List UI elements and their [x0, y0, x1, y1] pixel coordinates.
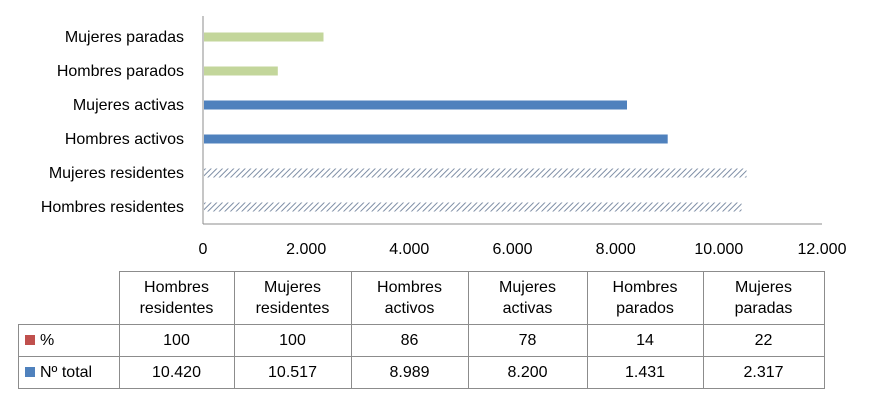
legend-key-total	[25, 367, 35, 378]
table-cell: 100	[118, 324, 235, 357]
header-line: parados	[616, 300, 674, 317]
category-label: Mujeres activas	[73, 97, 184, 114]
bar-chart: Hombres residentes Mujeres residentes Homb…	[41, 16, 847, 258]
bar	[204, 66, 278, 76]
category-label: Hombres activos	[65, 131, 184, 148]
table-cell: 100	[233, 324, 352, 357]
category-label: Mujeres residentes	[49, 165, 184, 182]
bar	[204, 100, 627, 110]
x-tick-label: 6.000	[492, 241, 532, 258]
header-line: activos	[384, 300, 435, 317]
bar	[204, 168, 747, 178]
table-cell: 8.200	[467, 356, 588, 389]
table-cell: 86	[350, 324, 469, 357]
row-label-total: Nº total	[18, 356, 120, 389]
table-cell: 14	[586, 324, 704, 357]
row-label-text: %	[40, 331, 55, 349]
header-line: Mujeres	[735, 279, 792, 296]
x-tick-label: 4.000	[389, 241, 429, 258]
table-corner	[19, 272, 120, 325]
header-mujeres-residentes: Mujeres residentes	[233, 271, 352, 325]
table-row-percent: % 100 100 86 78 14 22	[18, 324, 825, 357]
header-mujeres-paradas: Mujeres paradas	[702, 271, 825, 325]
table-cell: 78	[467, 324, 588, 357]
legend-key-percent	[25, 335, 35, 346]
table-cell: 2.317	[702, 356, 825, 389]
header-hombres-residentes: Hombres residentes	[118, 271, 235, 325]
header-mujeres-activas: Mujeres activas	[467, 271, 588, 325]
header-line: Hombres	[612, 279, 678, 296]
bar	[204, 32, 324, 42]
table-cell: 1.431	[586, 356, 704, 389]
bar	[204, 202, 742, 212]
header-line: activas	[502, 300, 553, 317]
category-label: Hombres parados	[57, 63, 184, 80]
table-header-row: Hombres residentes Mujeres residentes Homb…	[19, 271, 825, 325]
table-row-total: Nº total 10.420 10.517 8.989 8.200 1.431…	[18, 356, 825, 389]
header-line: residentes	[139, 300, 214, 317]
row-label-percent: %	[18, 324, 120, 357]
data-table: Hombres residentes Mujeres residentes Homb…	[18, 271, 825, 389]
table-cell: 8.989	[350, 356, 469, 389]
header-line: Hombres	[144, 279, 209, 296]
category-label: Hombres residentes	[41, 199, 184, 216]
header-line: residentes	[255, 300, 330, 317]
header-hombres-activos: Hombres activos	[350, 271, 469, 325]
header-line: Hombres	[377, 279, 442, 296]
x-tick-label: 10.000	[694, 241, 743, 258]
table-cell: 10.420	[118, 356, 235, 389]
category-label: Mujeres paradas	[65, 29, 184, 46]
row-label-text: Nº total	[40, 363, 93, 381]
bar	[204, 134, 668, 144]
table-cell: 10.517	[233, 356, 352, 389]
header-hombres-parados: Hombres parados	[586, 271, 704, 325]
x-tick-label: 8.000	[596, 241, 636, 258]
table-cell: 22	[702, 324, 825, 357]
x-tick-label: 2.000	[286, 241, 326, 258]
header-line: Mujeres	[499, 279, 556, 296]
x-tick-label: 0	[199, 241, 208, 258]
header-line: Mujeres	[264, 279, 321, 296]
header-line: paradas	[734, 300, 793, 317]
x-tick-label: 12.000	[798, 241, 847, 258]
